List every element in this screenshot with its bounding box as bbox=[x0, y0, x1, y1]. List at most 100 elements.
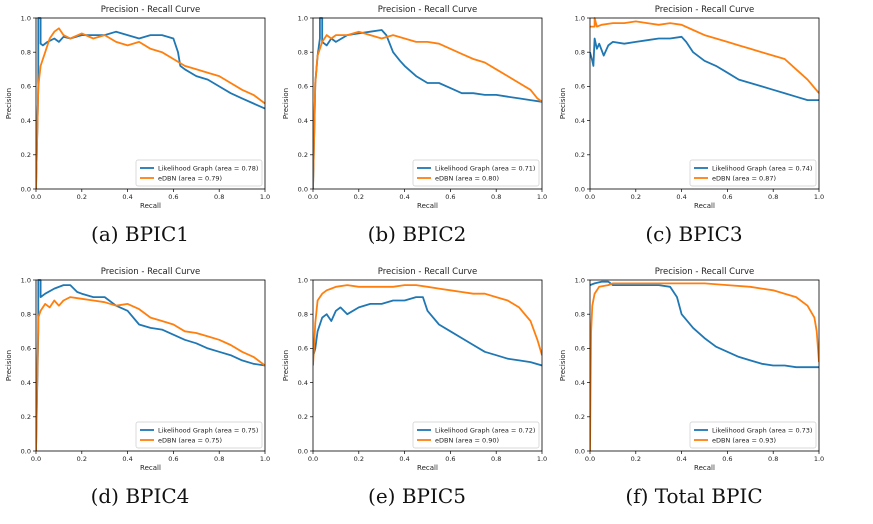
x-tick-label: 0.0 bbox=[585, 193, 595, 201]
plot-frame bbox=[312, 17, 543, 190]
x-tick-label: 0.0 bbox=[31, 455, 41, 463]
y-tick-label: 0.8 bbox=[21, 311, 31, 319]
legend-label-edbn: eDBN (area = 0.87) bbox=[712, 174, 776, 182]
y-tick-label: 0.0 bbox=[298, 185, 308, 193]
series-group bbox=[36, 279, 265, 452]
plot-frame bbox=[589, 17, 820, 190]
y-tick-label: 1.0 bbox=[21, 276, 31, 284]
caption-e: (e) BPIC5 bbox=[368, 484, 466, 508]
chart-panel-e: Precision - Recall Curve 0.0 0.2 0.4 0.6 0.8 1… bbox=[277, 262, 557, 524]
x-tick-label: 0.8 bbox=[214, 455, 224, 463]
x-axis-label: Recall bbox=[140, 202, 161, 210]
y-tick-label: 0.0 bbox=[575, 185, 585, 193]
series-group bbox=[36, 17, 265, 190]
chart-panel-f: Precision - Recall Curve 0.0 0.2 0.4 0.6 0.8 1… bbox=[554, 262, 834, 524]
y-tick-label: 0.8 bbox=[575, 49, 585, 57]
x-tick-label: 0.6 bbox=[168, 193, 178, 201]
x-tick-label: 1.0 bbox=[814, 193, 824, 201]
chart-title: Precision - Recall Curve bbox=[101, 5, 201, 15]
legend-label-edbn: eDBN (area = 0.93) bbox=[712, 436, 776, 444]
legend-label-edbn: eDBN (area = 0.90) bbox=[435, 436, 499, 444]
y-tick-label: 0.0 bbox=[21, 447, 31, 455]
legend-box bbox=[689, 421, 817, 449]
chart-svg-c: Precision - Recall Curve 0.0 0.2 0.4 0.6 0.8 1… bbox=[559, 5, 824, 210]
y-tick-label: 0.0 bbox=[575, 447, 585, 455]
y-axis-label: Precision bbox=[282, 350, 290, 381]
x-tick-label: 0.4 bbox=[122, 193, 132, 201]
plot-frame bbox=[312, 279, 543, 452]
caption-a: (a) BPIC1 bbox=[91, 222, 189, 246]
legend-label-edbn: eDBN (area = 0.80) bbox=[435, 174, 499, 182]
y-tick-label: 0.8 bbox=[298, 49, 308, 57]
x-tick-label: 0.2 bbox=[354, 193, 364, 201]
chart-panel-d: Precision - Recall Curve 0.0 0.2 0.4 0.6 0.8 1… bbox=[0, 262, 280, 524]
plot-frame bbox=[35, 279, 266, 452]
x-tick-label: 0.4 bbox=[399, 193, 409, 201]
x-tick-label: 0.6 bbox=[168, 455, 178, 463]
x-tick-label: 1.0 bbox=[814, 455, 824, 463]
chart-title: Precision - Recall Curve bbox=[378, 5, 478, 15]
chart-svg-e: Precision - Recall Curve 0.0 0.2 0.4 0.6 0.8 1… bbox=[282, 267, 547, 472]
x-tick-label: 0.6 bbox=[445, 455, 455, 463]
y-tick-label: 0.6 bbox=[298, 345, 308, 353]
x-tick-label: 0.6 bbox=[722, 193, 732, 201]
x-axis-label: Recall bbox=[694, 202, 715, 210]
x-tick-label: 0.4 bbox=[676, 455, 686, 463]
y-tick-label: 1.0 bbox=[575, 14, 585, 22]
y-tick-label: 0.4 bbox=[298, 117, 308, 125]
x-tick-label: 0.6 bbox=[722, 455, 732, 463]
legend-label-likelihood: Likelihood Graph (area = 0.78) bbox=[158, 164, 258, 172]
x-axis-label: Recall bbox=[417, 464, 438, 472]
legend-label-likelihood: Likelihood Graph (area = 0.72) bbox=[435, 426, 535, 434]
y-axis-label: Precision bbox=[559, 350, 567, 381]
edbn-line bbox=[590, 282, 819, 452]
y-tick-label: 0.2 bbox=[298, 413, 308, 421]
x-tick-label: 1.0 bbox=[537, 455, 547, 463]
likelihood-graph-line bbox=[36, 17, 265, 190]
legend-box bbox=[689, 159, 817, 187]
y-tick-label: 0.8 bbox=[298, 311, 308, 319]
y-tick-label: 0.6 bbox=[575, 345, 585, 353]
edbn-line bbox=[36, 27, 265, 190]
likelihood-graph-line bbox=[313, 296, 542, 367]
x-tick-label: 0.4 bbox=[676, 193, 686, 201]
y-tick-label: 0.4 bbox=[21, 379, 31, 387]
x-tick-label: 1.0 bbox=[537, 193, 547, 201]
x-tick-label: 0.4 bbox=[122, 455, 132, 463]
y-tick-label: 1.0 bbox=[298, 14, 308, 22]
edbn-line bbox=[590, 17, 819, 94]
x-axis-label: Recall bbox=[694, 464, 715, 472]
series-group bbox=[590, 17, 819, 101]
y-tick-label: 0.0 bbox=[298, 447, 308, 455]
series-group bbox=[313, 284, 542, 367]
x-tick-label: 1.0 bbox=[260, 455, 270, 463]
y-tick-label: 0.0 bbox=[21, 185, 31, 193]
legend-label-likelihood: Likelihood Graph (area = 0.74) bbox=[712, 164, 812, 172]
legend-label-likelihood: Likelihood Graph (area = 0.75) bbox=[158, 426, 258, 434]
x-axis-label: Recall bbox=[417, 202, 438, 210]
edbn-line bbox=[313, 30, 542, 190]
y-tick-label: 0.4 bbox=[575, 117, 585, 125]
y-axis-label: Precision bbox=[559, 88, 567, 119]
x-tick-label: 0.2 bbox=[631, 455, 641, 463]
chart-title: Precision - Recall Curve bbox=[378, 267, 478, 277]
chart-panel-b: Precision - Recall Curve 0.0 0.2 0.4 0.6 0.8 1… bbox=[277, 0, 557, 262]
legend-label-likelihood: Likelihood Graph (area = 0.73) bbox=[712, 426, 812, 434]
y-tick-label: 0.4 bbox=[298, 379, 308, 387]
legend-label-likelihood: Likelihood Graph (area = 0.71) bbox=[435, 164, 535, 172]
x-tick-label: 0.8 bbox=[491, 455, 501, 463]
chart-panel-a: Precision - Recall Curve 0.0 0.2 0.4 0.6 0.8 1… bbox=[0, 0, 280, 262]
y-tick-label: 0.6 bbox=[298, 83, 308, 91]
y-axis-label: Precision bbox=[5, 88, 13, 119]
x-tick-label: 0.0 bbox=[308, 193, 318, 201]
chart-panel-c: Precision - Recall Curve 0.0 0.2 0.4 0.6 0.8 1… bbox=[554, 0, 834, 262]
x-tick-label: 0.8 bbox=[491, 193, 501, 201]
x-tick-label: 0.2 bbox=[77, 193, 87, 201]
chart-title: Precision - Recall Curve bbox=[655, 267, 755, 277]
chart-svg-d: Precision - Recall Curve 0.0 0.2 0.4 0.6 0.8 1… bbox=[5, 267, 270, 472]
edbn-line bbox=[313, 284, 542, 366]
likelihood-graph-line bbox=[590, 35, 819, 101]
x-tick-label: 0.2 bbox=[77, 455, 87, 463]
x-tick-label: 1.0 bbox=[260, 193, 270, 201]
x-tick-label: 0.8 bbox=[768, 193, 778, 201]
